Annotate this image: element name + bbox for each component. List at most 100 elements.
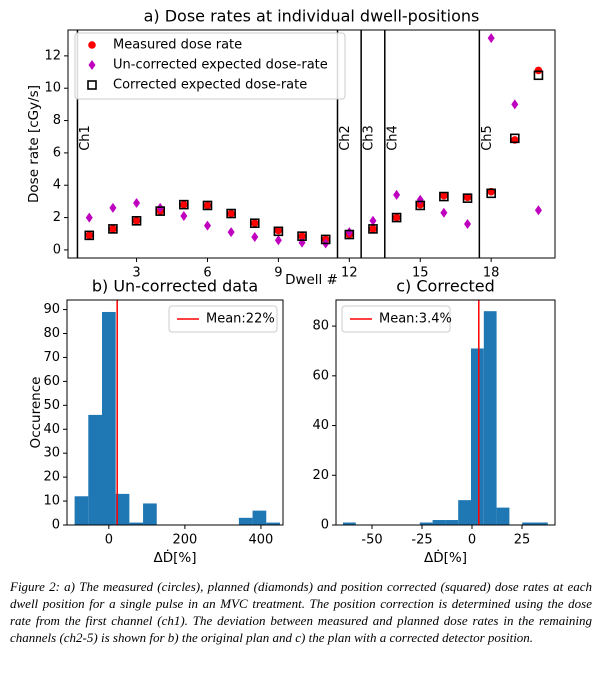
- y-tick-label: 6: [53, 145, 61, 160]
- x-axis-label: ΔḊ[%]: [154, 548, 197, 566]
- y-tick-label: 70: [43, 350, 60, 365]
- y-tick-label: 80: [312, 319, 329, 334]
- data-point: [251, 231, 259, 242]
- y-tick-label: 0: [53, 242, 61, 257]
- data-point: [320, 234, 331, 245]
- histogram-bar: [129, 522, 144, 525]
- y-tick-label: 90: [43, 302, 60, 317]
- histogram-bar: [458, 500, 471, 525]
- data-point: [510, 133, 520, 144]
- y-tick-label: 12: [44, 48, 61, 63]
- data-point: [391, 212, 402, 223]
- data-point: [392, 213, 401, 222]
- data-point: [462, 193, 473, 203]
- histogram-bar: [252, 510, 267, 525]
- legend-label: Measured dose rate: [113, 38, 242, 53]
- y-tick-label: 20: [43, 470, 60, 485]
- y-axis-label: Dose rate [cGy/s]: [26, 85, 42, 203]
- data-point: [416, 194, 424, 205]
- y-tick-label: 40: [43, 422, 60, 437]
- x-tick-label: 3: [132, 266, 140, 281]
- y-tick-label: 30: [43, 446, 60, 461]
- data-point: [108, 224, 118, 234]
- histogram-bar: [496, 507, 510, 525]
- data-point: [203, 201, 212, 210]
- legend-marker: [88, 60, 96, 70]
- histogram-bar: [471, 348, 484, 525]
- data-point: [298, 232, 306, 240]
- legend-box: [74, 32, 346, 100]
- x-tick-label: 9: [274, 266, 282, 281]
- x-tick-label: 6: [203, 266, 211, 281]
- histogram-bar: [238, 517, 253, 525]
- data-point: [533, 70, 544, 81]
- legend-marker: [88, 41, 96, 49]
- data-point: [368, 224, 378, 234]
- y-tick-label: 50: [43, 398, 60, 413]
- y-tick-label: 10: [43, 494, 60, 509]
- data-point: [345, 227, 353, 238]
- data-point: [227, 227, 235, 238]
- legend-marker: [87, 80, 97, 90]
- data-point: [84, 230, 95, 241]
- data-point: [463, 193, 472, 202]
- histogram-bar: [101, 311, 116, 525]
- plot-frame: [67, 29, 556, 259]
- y-tick-label: 80: [43, 326, 60, 341]
- x-axis-label: ΔḊ[%]: [424, 548, 467, 566]
- plot-frame: [66, 299, 284, 526]
- histogram-bar: [115, 493, 130, 525]
- data-point: [534, 66, 543, 75]
- data-point: [415, 200, 426, 211]
- x-tick-label: 18: [483, 266, 500, 281]
- data-point: [486, 188, 496, 199]
- histogram-bar: [432, 520, 446, 525]
- data-point: [109, 202, 117, 213]
- histogram-bar: [522, 522, 535, 525]
- chart-title: b) Un-corrected data: [92, 277, 258, 296]
- chart-title: a) Dose rates at individual dwell-positi…: [144, 7, 480, 26]
- data-point: [464, 219, 472, 230]
- channel-label: Ch3: [362, 125, 377, 151]
- data-point: [487, 33, 495, 44]
- y-tick-label: 20: [312, 468, 329, 483]
- y-tick-label: 40: [312, 418, 329, 433]
- data-point: [85, 212, 93, 223]
- x-tick-label: -25: [411, 533, 432, 548]
- figure: 0 2 4 6 8 10 12 3 6 9 12 15 18 a) Dose rates at indiv…: [26, 7, 556, 566]
- y-tick-label: 0: [321, 518, 329, 533]
- data-point: [249, 218, 260, 229]
- histogram-bar: [483, 311, 497, 525]
- data-point: [297, 231, 307, 241]
- data-point: [180, 200, 188, 209]
- histogram-bar: [343, 522, 356, 525]
- data-point: [534, 205, 542, 216]
- histogram-bar: [445, 520, 459, 525]
- caption: Figure 2: a) The measured (circles), pla…: [10, 579, 592, 645]
- channel-label: Ch5: [480, 125, 495, 151]
- data-point: [132, 217, 141, 225]
- data-point: [202, 200, 213, 211]
- plot-frame: [335, 299, 556, 526]
- data-point: [133, 198, 141, 209]
- data-point: [226, 208, 236, 219]
- y-tick-label: 60: [43, 374, 60, 389]
- data-point: [440, 191, 448, 200]
- data-point: [179, 199, 189, 210]
- data-point: [298, 237, 306, 248]
- y-tick-label: 2: [53, 210, 61, 225]
- data-point: [369, 215, 377, 226]
- x-tick-label: 25: [514, 533, 531, 548]
- data-point: [203, 220, 211, 231]
- x-tick-label: 0: [468, 533, 476, 548]
- data-point: [109, 225, 117, 233]
- data-point: [180, 210, 188, 221]
- data-point: [250, 219, 259, 228]
- y-tick-label: 0: [52, 518, 60, 533]
- data-point: [85, 231, 94, 240]
- histogram-bar: [535, 522, 548, 525]
- x-tick-label: -50: [361, 533, 382, 548]
- data-point: [155, 206, 165, 216]
- x-tick-label: 400: [249, 533, 274, 548]
